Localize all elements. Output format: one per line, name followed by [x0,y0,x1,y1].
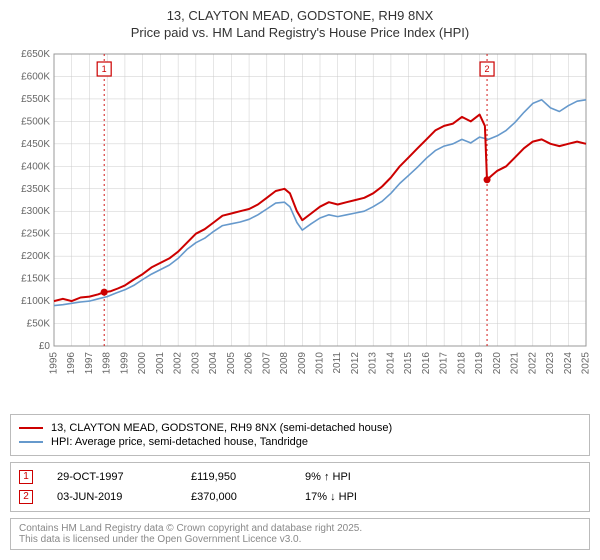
svg-text:2020: 2020 [492,351,503,374]
svg-text:£150K: £150K [21,273,50,284]
sale-date: 29-OCT-1997 [57,471,167,483]
svg-text:£400K: £400K [21,161,50,172]
svg-text:2025: 2025 [581,351,591,374]
svg-text:1999: 1999 [119,351,130,374]
svg-text:£100K: £100K [21,296,50,307]
svg-text:£300K: £300K [21,206,50,217]
svg-text:2016: 2016 [421,351,432,374]
svg-text:2005: 2005 [226,351,237,374]
legend-label-1: 13, CLAYTON MEAD, GODSTONE, RH9 8NX (sem… [51,422,392,434]
svg-text:2018: 2018 [456,351,467,374]
svg-text:2002: 2002 [173,351,184,374]
license-line-1: Contains HM Land Registry data © Crown c… [19,523,581,534]
legend-swatch-1 [19,427,43,429]
chart-area: £0 £50K £100K £150K £200K £250K £300K £350K £400… [10,48,590,408]
svg-text:1997: 1997 [84,351,95,374]
svg-text:£250K: £250K [21,228,50,239]
title-line-2: Price paid vs. HM Land Registry's House … [10,25,590,42]
sale-row: 2 03-JUN-2019 £370,000 17% ↓ HPI [19,487,581,507]
svg-text:2003: 2003 [190,351,201,374]
svg-text:2017: 2017 [439,351,450,374]
sale-marker-1: 1 [19,470,33,484]
sale-marker-num: 1 [23,471,29,482]
svg-text:1996: 1996 [66,351,77,374]
svg-text:2015: 2015 [403,351,414,374]
svg-text:£450K: £450K [21,139,50,150]
license-line-2: This data is licensed under the Open Gov… [19,534,581,545]
sale-marker-num: 2 [23,491,29,502]
legend-label-2: HPI: Average price, semi-detached house,… [51,436,308,448]
sale-diff: 9% ↑ HPI [305,471,351,483]
svg-text:£50K: £50K [27,318,51,329]
svg-text:2019: 2019 [474,351,485,374]
sale-date: 03-JUN-2019 [57,491,167,503]
svg-text:2006: 2006 [244,351,255,374]
svg-text:2013: 2013 [368,351,379,374]
svg-text:£0: £0 [39,341,51,352]
sale-marker-2: 2 [19,490,33,504]
svg-text:2007: 2007 [261,351,272,374]
sale-price: £119,950 [191,471,281,483]
svg-text:2012: 2012 [350,351,361,374]
sale-price: £370,000 [191,491,281,503]
title-line-1: 13, CLAYTON MEAD, GODSTONE, RH9 8NX [10,8,590,25]
svg-text:2024: 2024 [563,351,574,374]
sale-diff: 17% ↓ HPI [305,491,357,503]
svg-text:2011: 2011 [332,351,343,373]
svg-text:2001: 2001 [155,351,166,374]
svg-text:2000: 2000 [137,351,148,374]
svg-text:£500K: £500K [21,116,50,127]
svg-text:£200K: £200K [21,251,50,262]
license-box: Contains HM Land Registry data © Crown c… [10,518,590,550]
svg-text:£600K: £600K [21,71,50,82]
svg-text:£350K: £350K [21,184,50,195]
svg-text:2022: 2022 [527,351,538,374]
sales-box: 1 29-OCT-1997 £119,950 9% ↑ HPI 2 03-JUN… [10,462,590,512]
svg-text:2014: 2014 [385,351,396,374]
svg-text:2010: 2010 [315,351,326,374]
legend-swatch-2 [19,441,43,443]
svg-text:£550K: £550K [21,94,50,105]
svg-text:£650K: £650K [21,49,50,60]
svg-text:1998: 1998 [102,351,113,374]
svg-text:2008: 2008 [279,351,290,374]
svg-text:2023: 2023 [545,351,556,374]
legend-row: 13, CLAYTON MEAD, GODSTONE, RH9 8NX (sem… [19,421,581,435]
sale-row: 1 29-OCT-1997 £119,950 9% ↑ HPI [19,467,581,487]
legend-row: HPI: Average price, semi-detached house,… [19,435,581,449]
title-block: 13, CLAYTON MEAD, GODSTONE, RH9 8NX Pric… [10,8,590,42]
svg-text:2009: 2009 [297,351,308,374]
svg-text:2004: 2004 [208,351,219,374]
svg-text:1995: 1995 [49,351,60,374]
svg-text:2: 2 [485,64,490,74]
svg-text:2021: 2021 [510,351,521,374]
legend-box: 13, CLAYTON MEAD, GODSTONE, RH9 8NX (sem… [10,414,590,456]
chart-svg: £0 £50K £100K £150K £200K £250K £300K £350K £400… [10,48,590,408]
chart-container: 13, CLAYTON MEAD, GODSTONE, RH9 8NX Pric… [0,0,600,560]
svg-text:1: 1 [102,64,107,74]
